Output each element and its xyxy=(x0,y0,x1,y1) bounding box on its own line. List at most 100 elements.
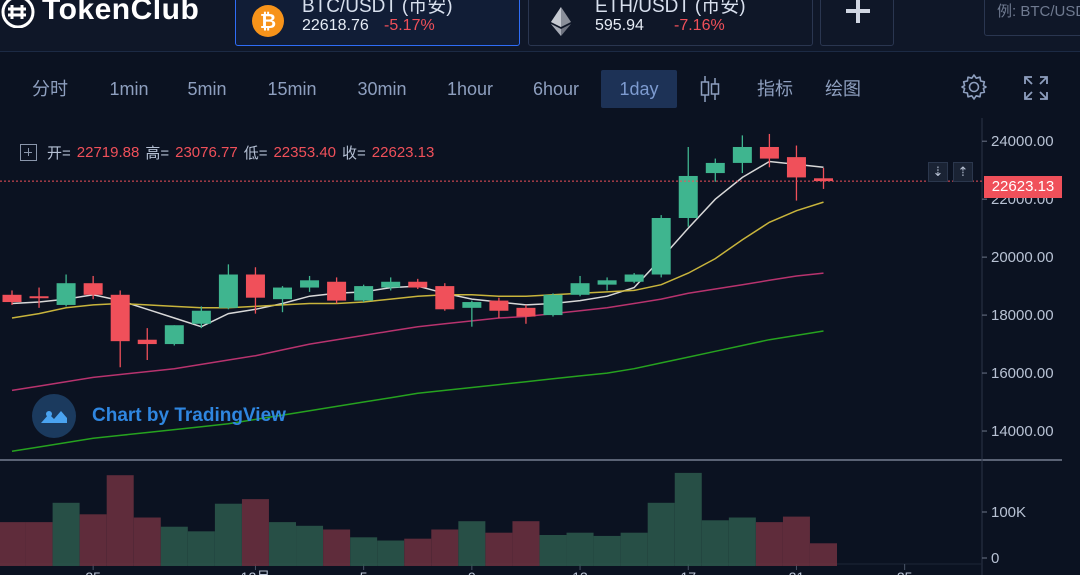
tradingview-watermark[interactable]: Chart by TradingView xyxy=(32,394,286,438)
volume-bar xyxy=(431,529,459,566)
candle-body xyxy=(705,162,725,174)
timeframe-1min[interactable]: 1min xyxy=(109,79,149,99)
volume-bar xyxy=(458,521,486,566)
timeframe-30min[interactable]: 30min xyxy=(357,79,407,99)
coin-change: -7.16% xyxy=(674,17,725,34)
ma-line-ma5 xyxy=(11,160,824,328)
volume-bar xyxy=(106,475,134,566)
price-tick-label: 24000.00 xyxy=(991,133,1054,150)
volume-bar xyxy=(512,521,540,566)
plus-icon xyxy=(846,0,870,23)
logo[interactable]: TokenClub xyxy=(0,0,199,30)
drawing-button[interactable]: 绘图 xyxy=(825,79,861,99)
scroll-down-icon[interactable]: ⇣ xyxy=(928,162,948,182)
candle-body xyxy=(83,283,103,295)
timeframe-1day[interactable]: 1day xyxy=(601,70,677,108)
volume-bar xyxy=(79,514,107,566)
gear-icon[interactable] xyxy=(959,72,989,107)
candle-body xyxy=(56,283,76,305)
candlestick-icon[interactable] xyxy=(699,74,721,109)
time-tick-label: 17 xyxy=(680,569,696,575)
bitcoin-icon: ₿ xyxy=(252,5,284,37)
watermark-text: Chart by TradingView xyxy=(92,405,286,426)
candle-body xyxy=(2,294,22,303)
open-label: 开= xyxy=(47,145,71,162)
chart-toolbar: 分时 1min 5min 15min 30min 1hour 6hour 1da… xyxy=(0,62,1080,114)
volume-bar xyxy=(539,535,567,566)
candle-body xyxy=(435,286,455,310)
volume-bar xyxy=(52,502,80,566)
candle-body xyxy=(273,287,292,300)
candle-body xyxy=(218,274,238,308)
volume-bar xyxy=(187,531,215,566)
candlestick-chart[interactable]: 24000.0022000.0020000.0018000.0016000.00… xyxy=(0,118,1080,575)
ethereum-icon xyxy=(545,5,577,37)
search-input[interactable] xyxy=(997,3,1080,20)
high-label: 高= xyxy=(145,145,170,162)
candle-body xyxy=(786,157,806,178)
expand-legend-icon[interactable] xyxy=(20,144,37,161)
candle-body xyxy=(759,146,779,159)
timeframe-1hour[interactable]: 1hour xyxy=(446,79,494,99)
timeframe-fenshi[interactable]: 分时 xyxy=(32,79,68,99)
volume-bar xyxy=(620,532,648,566)
high-value: 23076.77 xyxy=(175,144,238,161)
close-label: 收= xyxy=(342,145,366,162)
volume-tick-label: 0 xyxy=(991,550,999,567)
candle-body xyxy=(814,178,833,182)
candle-body xyxy=(624,274,644,282)
volume-bar xyxy=(728,517,756,566)
timeframe-6hour[interactable]: 6hour xyxy=(532,79,580,99)
candle-body xyxy=(489,300,509,311)
time-tick-label: 13 xyxy=(572,569,588,575)
volume-bar xyxy=(782,516,810,566)
current-price-label: 22623.13 xyxy=(984,176,1062,198)
close-value: 22623.13 xyxy=(371,144,435,161)
price-tick-label: 20000.00 xyxy=(991,249,1054,266)
time-tick-label: 9 xyxy=(468,569,476,575)
scroll-up-icon[interactable]: ⇡ xyxy=(953,162,973,182)
coin-price: 22618.76 xyxy=(302,17,369,34)
indicators-button[interactable]: 指标 xyxy=(757,79,793,99)
price-tick-label: 14000.00 xyxy=(991,423,1054,440)
logo-text: TokenClub xyxy=(42,0,200,26)
volume-bar xyxy=(241,499,269,566)
candle-body xyxy=(354,286,374,301)
ma-line-ma30 xyxy=(11,272,824,392)
candle-body xyxy=(327,281,347,301)
time-tick-label: 21 xyxy=(789,569,805,575)
timeframe-5min[interactable]: 5min xyxy=(187,79,227,99)
candle-body xyxy=(191,310,211,324)
ohlc-legend: 开= 22719.88 高= 23076.77 低= 22353.40 收= 2… xyxy=(20,142,434,163)
candle-body xyxy=(570,283,590,295)
tradingview-logo-icon xyxy=(32,394,76,438)
timeframe-15min[interactable]: 15min xyxy=(267,79,317,99)
chart-area[interactable]: 24000.00 22000.00 20000.00 18000.00 16000.00… xyxy=(0,118,1080,575)
coin-pair-name: BTC/USDT (币安) xyxy=(302,0,453,17)
volume-bar xyxy=(160,526,188,566)
volume-bar xyxy=(0,522,26,566)
time-tick-label: 25 xyxy=(85,569,101,575)
candle-body xyxy=(597,280,617,285)
add-pair-button[interactable] xyxy=(820,0,894,46)
volume-bar xyxy=(25,522,53,566)
ma-line-ma60 xyxy=(11,330,824,453)
coin-card-btc[interactable]: ₿ BTC/USDT (币安) 22618.76 -5.17% xyxy=(235,0,520,46)
volume-bar xyxy=(593,535,621,566)
svg-text:₿: ₿ xyxy=(260,11,276,33)
price-tick-label: 18000.00 xyxy=(991,307,1054,324)
coin-pair-name: ETH/USDT (币安) xyxy=(595,0,746,17)
coin-card-eth[interactable]: ETH/USDT (币安) 595.94 -7.16% xyxy=(528,0,813,46)
low-label: 低= xyxy=(243,145,268,162)
volume-bar xyxy=(701,520,729,566)
candle-body xyxy=(300,280,320,288)
volume-bar xyxy=(755,522,783,566)
low-value: 22353.40 xyxy=(273,144,337,161)
fullscreen-icon[interactable] xyxy=(1023,75,1049,106)
candle-body xyxy=(137,339,157,345)
candle-body xyxy=(462,302,482,308)
search-box[interactable] xyxy=(984,0,1080,36)
volume-bar xyxy=(674,472,702,566)
volume-bar xyxy=(133,517,161,566)
